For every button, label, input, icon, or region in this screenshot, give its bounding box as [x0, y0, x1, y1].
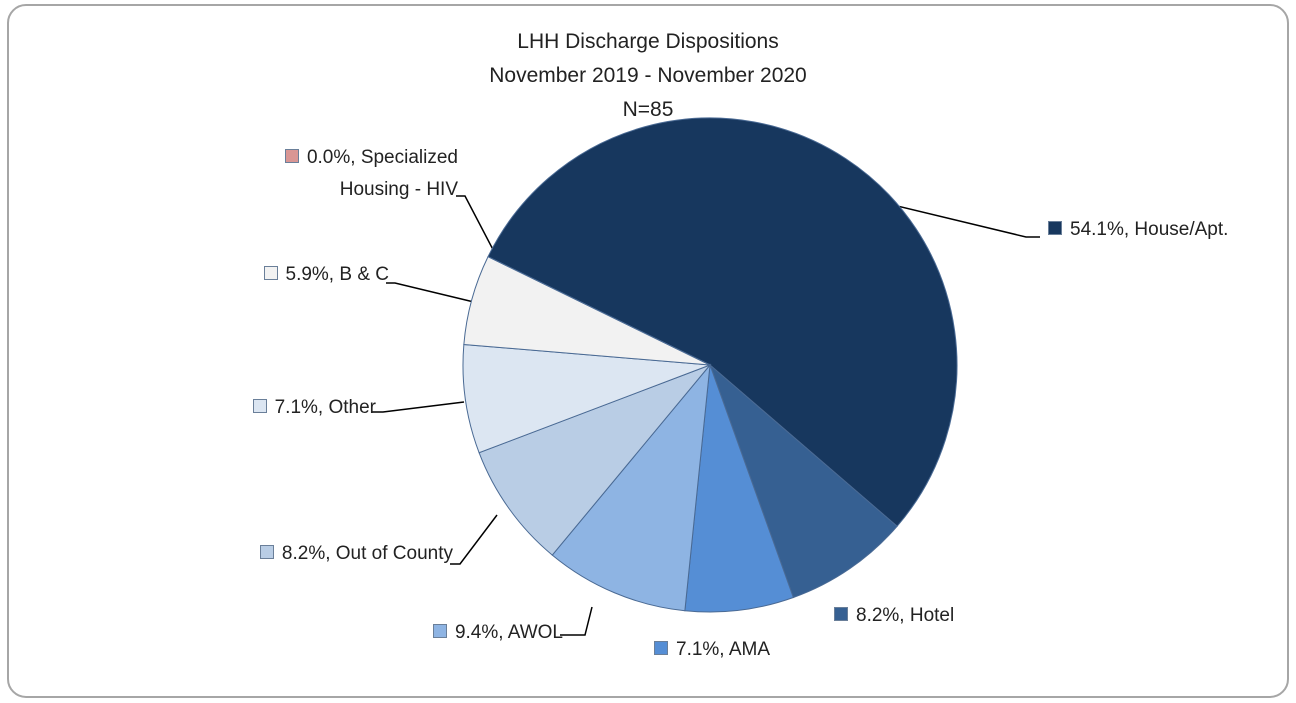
- data-label-text: 7.1%, Other: [274, 397, 376, 418]
- pie-slice: [708, 363, 898, 599]
- pie-slice: [487, 117, 958, 527]
- chart-subtitle: November 2019 - November 2020: [489, 64, 807, 87]
- legend-swatch: [432, 624, 447, 638]
- legend-swatch: [252, 399, 267, 413]
- pie-slice: [478, 363, 712, 556]
- legend-swatch: [263, 266, 278, 280]
- leader-line: [456, 195, 501, 264]
- leader-line: [560, 606, 593, 636]
- leader-line: [386, 282, 479, 304]
- data-label: 5.9%, B & C: [263, 259, 390, 291]
- pie-slice: [551, 363, 711, 612]
- data-label: 7.1%, AMA: [654, 634, 770, 666]
- data-label-text: 7.1%, AMA: [676, 639, 770, 660]
- legend-swatch: [1048, 221, 1062, 235]
- pie-slice: [684, 364, 794, 613]
- leader-line: [450, 514, 498, 565]
- data-label-text: 5.9%, B & C: [285, 264, 390, 285]
- data-label-text: 0.0%, Specialized Housing - HIV: [306, 147, 458, 200]
- chart-annotation: N=85: [622, 98, 674, 121]
- data-label-text: 9.4%, AWOL: [454, 622, 563, 643]
- leader-line: [372, 401, 465, 413]
- leader-lines: [372, 195, 1040, 636]
- data-label-text: 8.2%, Out of County: [281, 543, 453, 564]
- pie-slice: [462, 343, 711, 454]
- chart-title: LHH Discharge Dispositions: [517, 30, 779, 53]
- legend-swatch: [284, 149, 299, 163]
- data-label-text: 54.1%, House/Apt.: [1070, 219, 1229, 240]
- data-label: 8.2%, Out of County: [259, 538, 453, 570]
- data-label: 8.2%, Hotel: [834, 600, 954, 632]
- data-label: 0.0%, Specialized Housing - HIV: [258, 142, 458, 206]
- data-label: 7.1%, Other: [252, 392, 376, 424]
- leader-line: [863, 197, 1040, 238]
- legend-swatch: [259, 545, 274, 559]
- legend-swatch: [834, 607, 848, 621]
- legend-swatch: [654, 641, 668, 655]
- data-label-text: 8.2%, Hotel: [856, 605, 955, 626]
- data-label: 54.1%, House/Apt.: [1048, 214, 1228, 246]
- data-label: 9.4%, AWOL: [432, 617, 563, 649]
